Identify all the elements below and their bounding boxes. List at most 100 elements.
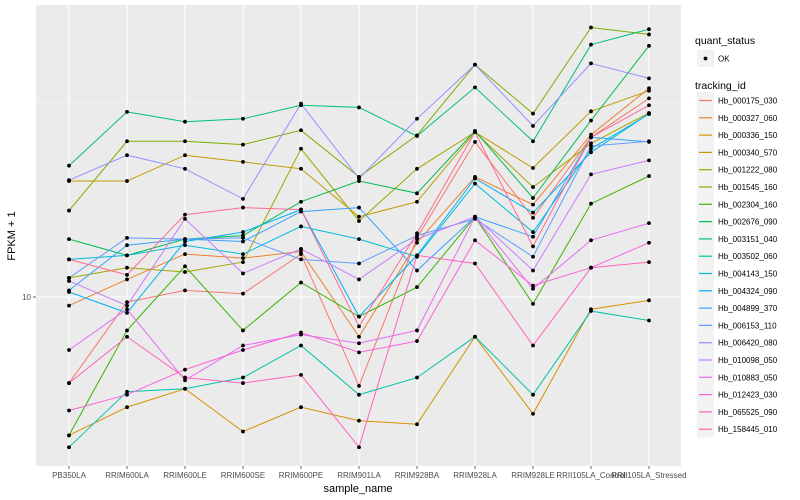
- x-tick-label: RRIM600SE: [221, 471, 265, 480]
- data-point-Hb_003151_040: [589, 42, 593, 47]
- data-point-Hb_000327_060: [357, 334, 361, 339]
- data-point-Hb_012423_030: [473, 238, 477, 243]
- data-point-Hb_002304_160: [241, 328, 245, 333]
- data-point-Hb_010098_050: [647, 158, 651, 163]
- data-point-Hb_004899_370: [415, 268, 419, 273]
- data-point-Hb_001545_160: [589, 25, 593, 30]
- data-point-Hb_000327_060: [415, 240, 419, 245]
- data-points: [67, 25, 651, 450]
- data-point-Hb_006420_080: [415, 116, 419, 121]
- x-tick-label: PB350LA: [52, 471, 86, 480]
- data-point-Hb_012423_030: [241, 348, 245, 352]
- data-point-Hb_010883_050: [183, 378, 187, 383]
- legend-series-label: Hb_006153_110: [718, 321, 777, 330]
- data-point-Hb_158445_010: [473, 130, 477, 135]
- data-point-Hb_010883_050: [67, 348, 71, 352]
- data-point-Hb_003151_040: [241, 116, 245, 121]
- data-point-Hb_000327_060: [125, 277, 129, 282]
- data-point-Hb_002676_090: [531, 196, 535, 200]
- data-point-Hb_004324_090: [531, 210, 535, 215]
- data-point-Hb_003502_060: [647, 318, 651, 323]
- legend-series-label: Hb_065525_090: [718, 408, 778, 417]
- legend-series-label: Hb_002304_160: [718, 200, 778, 209]
- legend-series-label: Hb_003151_040: [718, 235, 778, 244]
- data-point-Hb_006420_080: [241, 196, 245, 201]
- data-point-Hb_000336_150: [531, 411, 535, 416]
- legend-title-tracking-id: tracking_id: [695, 80, 746, 92]
- x-tick-label: RRII105LA_Control: [556, 471, 626, 480]
- data-point-Hb_004143_150: [125, 253, 129, 258]
- data-point-Hb_004324_090: [125, 310, 129, 315]
- x-tick-label: RRIM600LE: [163, 471, 207, 480]
- data-point-Hb_002676_090: [589, 118, 593, 123]
- legend-series-label: Hb_000327_060: [718, 114, 778, 123]
- data-point-Hb_010098_050: [589, 172, 593, 177]
- data-point-Hb_002304_160: [183, 264, 187, 269]
- data-point-Hb_158445_010: [125, 273, 129, 277]
- data-point-Hb_001222_080: [183, 270, 187, 274]
- data-point-Hb_003502_060: [125, 389, 129, 394]
- data-point-Hb_012423_030: [647, 240, 651, 245]
- data-point-Hb_001545_160: [241, 142, 245, 147]
- x-tick-label: RRIM600PE: [279, 471, 323, 480]
- legend-series-label: Hb_004143_150: [718, 270, 778, 279]
- data-point-Hb_065525_090: [357, 445, 361, 450]
- data-point-Hb_006153_110: [299, 257, 303, 262]
- data-point-Hb_000340_570: [415, 199, 419, 204]
- data-point-Hb_001222_080: [357, 219, 361, 223]
- x-axis: PB350LA RRIM600LA RRIM600LE RRIM600SE RRIM60…: [52, 466, 687, 480]
- data-point-Hb_003502_060: [415, 375, 419, 380]
- data-point-Hb_158445_010: [589, 135, 593, 140]
- data-point-Hb_000327_060: [241, 256, 245, 260]
- data-point-Hb_012423_030: [183, 367, 187, 372]
- data-point-Hb_002304_160: [299, 280, 303, 285]
- data-point-Hb_003502_060: [589, 309, 593, 313]
- y-axis-title: FPKM + 1: [6, 211, 18, 260]
- legend-point-key: [703, 56, 708, 61]
- data-point-Hb_000175_030: [357, 384, 361, 388]
- data-point-Hb_012423_030: [357, 350, 361, 355]
- data-point-Hb_004143_150: [589, 146, 593, 151]
- data-point-Hb_001222_080: [299, 146, 303, 151]
- data-point-Hb_000175_030: [125, 300, 129, 305]
- data-point-Hb_065525_090: [241, 381, 245, 385]
- data-point-Hb_000340_570: [299, 166, 303, 171]
- legend-series-label: Hb_000336_150: [718, 131, 778, 140]
- data-point-Hb_000327_060: [531, 202, 535, 207]
- data-point-Hb_000336_150: [241, 429, 245, 434]
- data-point-Hb_012423_030: [67, 408, 71, 413]
- data-point-Hb_002676_090: [299, 199, 303, 204]
- data-point-Hb_001545_160: [647, 32, 651, 37]
- data-point-Hb_004143_150: [473, 181, 477, 186]
- data-point-Hb_003502_060: [183, 386, 187, 391]
- legend-series-label: Hb_001545_160: [718, 183, 778, 192]
- data-point-Hb_003502_060: [299, 343, 303, 348]
- legend-title-quant-status: quant_status: [695, 35, 755, 47]
- data-point-Hb_006153_110: [357, 261, 361, 266]
- data-point-Hb_010883_050: [241, 343, 245, 348]
- data-point-Hb_002304_160: [67, 433, 71, 438]
- data-point-Hb_001545_160: [299, 128, 303, 133]
- data-point-Hb_004899_370: [531, 234, 535, 239]
- data-point-Hb_065525_090: [183, 375, 187, 380]
- data-point-Hb_004143_150: [183, 243, 187, 248]
- data-point-Hb_006153_110: [67, 276, 71, 280]
- data-point-Hb_065525_090: [299, 372, 303, 377]
- data-point-Hb_010098_050: [241, 271, 245, 276]
- data-point-Hb_004143_150: [531, 230, 535, 234]
- data-point-Hb_000340_570: [589, 109, 593, 114]
- data-point-Hb_010883_050: [647, 221, 651, 226]
- data-point-Hb_002304_160: [589, 201, 593, 206]
- data-point-Hb_006420_080: [473, 62, 477, 67]
- data-point-Hb_000336_150: [125, 405, 129, 410]
- data-point-Hb_003502_060: [357, 392, 361, 397]
- data-point-Hb_003502_060: [473, 334, 477, 339]
- data-point-Hb_000175_030: [473, 140, 477, 144]
- data-point-Hb_006420_080: [531, 124, 535, 128]
- data-point-Hb_000340_570: [125, 179, 129, 183]
- data-point-Hb_004324_090: [241, 230, 245, 234]
- data-point-Hb_000336_150: [647, 298, 651, 303]
- data-point-Hb_158445_010: [357, 324, 361, 329]
- data-point-Hb_004324_090: [647, 111, 651, 116]
- data-point-Hb_012423_030: [415, 339, 419, 343]
